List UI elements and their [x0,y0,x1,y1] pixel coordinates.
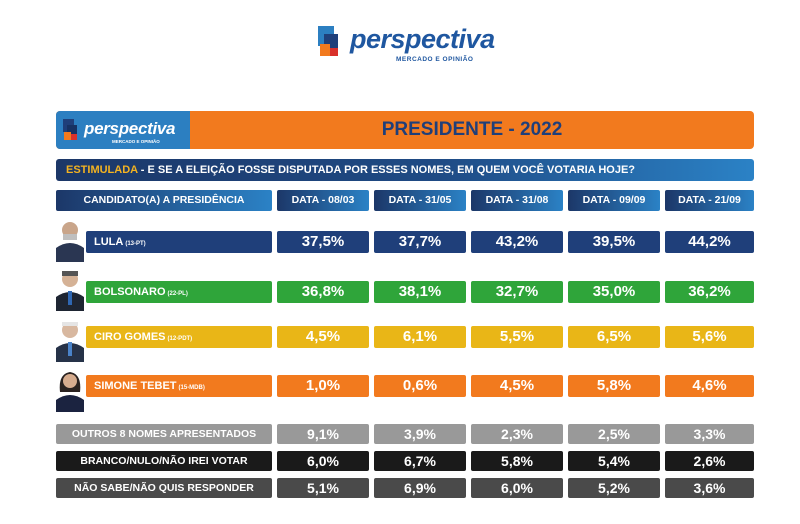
question-banner: ESTIMULADA - E SE A ELEIÇÃO FOSSE DISPUT… [56,159,754,181]
column-header-date-2: DATA - 31/05 [374,190,466,211]
value-tebet-3: 4,5% [471,375,563,397]
column-header-date-1: DATA - 08/03 [277,190,369,211]
header-logo-wordmark: perspectiva [84,119,176,138]
value-tebet-4: 5,8% [568,375,660,397]
value-ciro-1: 4,5% [277,326,369,348]
avatar-ciro-icon [56,322,84,362]
value-lula-4: 39,5% [568,231,660,253]
avatar-bolsonaro-icon [56,271,84,311]
candidate-label: CIRO GOMES [94,331,166,343]
logo-mark-icon [318,26,338,56]
value-branco-nulo-4: 5,4% [568,451,660,471]
value-outros-4: 2,5% [568,424,660,444]
brand-logo: perspectiva MERCADO E OPINIÃO [316,18,496,70]
page-title: PRESIDENTE - 2022 [381,119,563,140]
candidate-label: SIMONE TEBET [94,380,177,392]
value-outros-5: 3,3% [665,424,754,444]
row-label-branco-nulo: BRANCO/NULO/NÃO IREI VOTAR [56,451,272,471]
row-label-nao-sabe: NÃO SABE/NÃO QUIS RESPONDER [56,478,272,498]
candidate-name-ciro: CIRO GOMES (12-PDT) [86,326,272,348]
value-bolsonaro-1: 36,8% [277,281,369,303]
header-logo-mark-icon [63,119,77,140]
value-nao-sabe-5: 3,6% [665,478,754,498]
value-ciro-4: 6,5% [568,326,660,348]
candidate-label: LULA [94,236,124,248]
candidate-name-lula: LULA (13-PT) [86,231,272,253]
value-outros-1: 9,1% [277,424,369,444]
row-label-outros: OUTROS 8 NOMES APRESENTADOS [56,424,272,444]
value-tebet-2: 0,6% [374,375,466,397]
value-tebet-5: 4,6% [665,375,754,397]
value-lula-1: 37,5% [277,231,369,253]
value-ciro-2: 6,1% [374,326,466,348]
value-branco-nulo-5: 2,6% [665,451,754,471]
candidate-name-tebet: SIMONE TEBET (15-MDB) [86,375,272,397]
value-nao-sabe-3: 6,0% [471,478,563,498]
logo-tagline: MERCADO E OPINIÃO [396,56,474,63]
avatar-tebet-icon [56,372,84,412]
avatar-lula-icon [56,222,84,262]
value-ciro-5: 5,6% [665,326,754,348]
header-logo: perspectiva MERCADO E OPINIÃO [56,111,190,149]
logo-wordmark: perspectiva [350,24,495,54]
value-lula-5: 44,2% [665,231,754,253]
value-lula-3: 43,2% [471,231,563,253]
question-type: ESTIMULADA [66,164,138,176]
value-outros-2: 3,9% [374,424,466,444]
candidate-name-bolsonaro: BOLSONARO (22-PL) [86,281,272,303]
value-nao-sabe-1: 5,1% [277,478,369,498]
column-header-date-5: DATA - 21/09 [665,190,754,211]
question-text: - E SE A ELEIÇÃO FOSSE DISPUTADA POR ESS… [137,164,636,176]
value-bolsonaro-4: 35,0% [568,281,660,303]
value-ciro-3: 5,5% [471,326,563,348]
value-outros-3: 2,3% [471,424,563,444]
candidate-label: BOLSONARO [94,286,166,298]
value-branco-nulo-2: 6,7% [374,451,466,471]
value-tebet-1: 1,0% [277,375,369,397]
value-bolsonaro-3: 32,7% [471,281,563,303]
value-branco-nulo-3: 5,8% [471,451,563,471]
party-label: (13-PT) [125,241,146,247]
header-logo-tagline: MERCADO E OPINIÃO [112,139,160,144]
party-label: (15-MDB) [178,385,205,391]
column-header-candidate: CANDIDATO(A) A PRESIDÊNCIA [56,190,272,211]
party-label: (12-PDT) [167,336,193,342]
column-header-date-3: DATA - 31/08 [471,190,563,211]
value-nao-sabe-4: 5,2% [568,478,660,498]
value-bolsonaro-2: 38,1% [374,281,466,303]
column-header-date-4: DATA - 09/09 [568,190,660,211]
value-branco-nulo-1: 6,0% [277,451,369,471]
value-bolsonaro-5: 36,2% [665,281,754,303]
value-lula-2: 37,7% [374,231,466,253]
value-nao-sabe-2: 6,9% [374,478,466,498]
header-band: perspectiva MERCADO E OPINIÃO PRESIDENTE… [56,111,754,149]
party-label: (22-PL) [167,291,188,297]
